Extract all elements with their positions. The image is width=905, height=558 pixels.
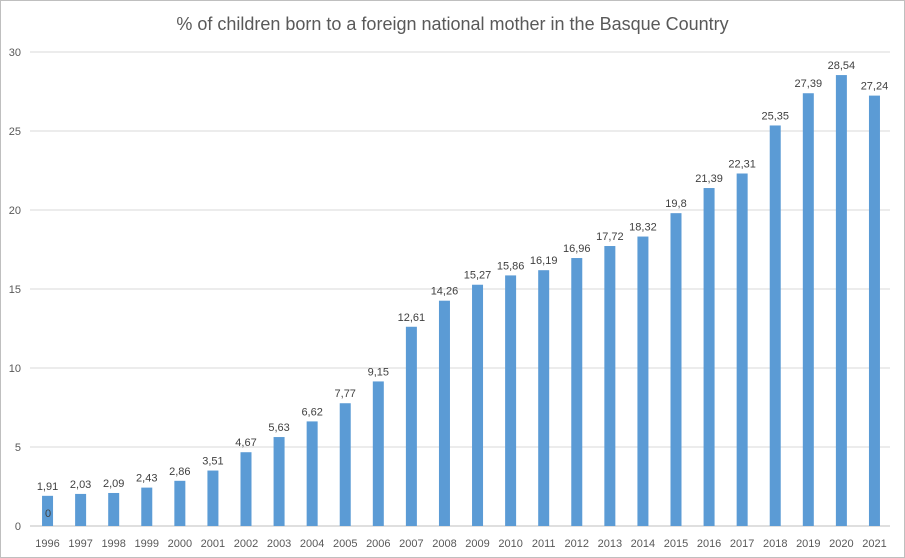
x-tick-label: 2002: [234, 538, 258, 550]
bar: [372, 381, 384, 526]
x-tick-label: 2016: [697, 538, 721, 550]
bar: [571, 258, 583, 526]
data-label: 16,96: [563, 243, 591, 255]
bar: [405, 326, 417, 526]
x-tick-label: 2017: [730, 538, 754, 550]
x-tick-label: 2001: [201, 538, 225, 550]
data-label: 2,43: [136, 473, 157, 485]
x-tick-label: 2003: [267, 538, 291, 550]
bar: [835, 75, 847, 527]
bar: [438, 300, 450, 526]
data-label: 4,67: [235, 437, 256, 449]
x-tick-label: 2014: [631, 538, 655, 550]
data-label: 21,39: [695, 173, 723, 185]
bar: [637, 236, 649, 526]
bar: [736, 173, 748, 526]
x-tick-label: 2021: [862, 538, 886, 550]
gridlines: [30, 51, 890, 527]
bar: [604, 246, 616, 527]
data-label: 14,26: [431, 286, 459, 298]
data-label: 2,03: [70, 479, 91, 491]
data-label: 5,63: [268, 422, 289, 434]
data-label: 2,86: [169, 466, 190, 478]
x-tick-label: 2020: [829, 538, 853, 550]
bar: [207, 470, 219, 526]
bar: [769, 125, 781, 526]
data-label: 25,35: [761, 110, 789, 122]
data-label: 27,24: [861, 81, 889, 93]
x-tick-label: 2005: [333, 538, 357, 550]
data-label: 7,77: [335, 388, 356, 400]
x-tick-label: 1996: [35, 538, 59, 550]
bar: [670, 213, 682, 526]
x-tick-label: 2007: [399, 538, 423, 550]
bar: [174, 480, 186, 526]
bar: [240, 452, 252, 526]
x-tick-label: 2000: [168, 538, 192, 550]
data-label: 6,62: [301, 406, 322, 418]
data-label: 16,19: [530, 255, 558, 267]
data-label: 15,27: [464, 270, 492, 282]
x-tick-label: 2006: [366, 538, 390, 550]
data-label: 12,61: [398, 312, 426, 324]
bar: [141, 487, 153, 526]
chart-title: % of children born to a foreign national…: [176, 14, 729, 34]
x-tick-label: 2009: [465, 538, 489, 550]
data-label: 19,8: [665, 198, 686, 210]
data-label: 1,91: [37, 481, 58, 493]
x-tick-label: 2012: [565, 538, 589, 550]
x-tick-label: 2015: [664, 538, 688, 550]
data-label: 18,32: [629, 222, 657, 234]
bar: [505, 275, 517, 526]
x-tick-label: 2010: [498, 538, 522, 550]
x-tick-label: 2004: [300, 538, 324, 550]
data-label: 28,54: [828, 60, 856, 72]
bar: [703, 188, 715, 526]
y-tick-label: 10: [9, 363, 21, 375]
bar: [472, 284, 484, 526]
y-tick-label: 30: [9, 47, 21, 59]
data-label: 15,86: [497, 260, 525, 272]
data-labels: 1,91 2,03 2,09 2,43 2,86 3,51 4,67 5,63 6,62 7,77…: [37, 60, 888, 493]
y-tick-label: 20: [9, 205, 21, 217]
x-tick-label: 2018: [763, 538, 787, 550]
bar: [75, 493, 87, 526]
annotation-label: 0: [45, 508, 51, 520]
bar: [306, 421, 318, 526]
bar: [538, 270, 550, 526]
y-tick-label: 5: [15, 442, 21, 454]
data-label: 27,39: [795, 78, 823, 90]
x-tick-label: 1998: [101, 538, 125, 550]
annotations: 0: [45, 508, 51, 520]
data-label: 17,72: [596, 231, 624, 243]
y-axis-ticks: 0 5 10 15 20 25 30: [9, 47, 21, 533]
data-label: 3,51: [202, 456, 223, 468]
bar: [108, 492, 120, 526]
bars: [42, 75, 880, 527]
x-tick-label: 2013: [598, 538, 622, 550]
data-label: 9,15: [368, 366, 389, 378]
x-tick-label: 2011: [532, 538, 556, 550]
x-tick-label: 1999: [135, 538, 159, 550]
bar: [802, 93, 814, 526]
bar: [339, 403, 351, 526]
x-tick-label: 1997: [68, 538, 92, 550]
bar: [868, 95, 880, 526]
data-label: 22,31: [728, 159, 756, 171]
y-tick-label: 0: [15, 521, 21, 533]
bar: [273, 437, 285, 526]
x-tick-label: 2008: [432, 538, 456, 550]
x-axis-ticks: 1996 1997 1998 1999 2000 2001 2002 2003 2004 2005…: [35, 538, 886, 550]
y-tick-label: 15: [9, 284, 21, 296]
y-tick-label: 25: [9, 126, 21, 138]
data-label: 2,09: [103, 478, 124, 490]
x-tick-label: 2019: [796, 538, 820, 550]
bar: [42, 495, 54, 526]
